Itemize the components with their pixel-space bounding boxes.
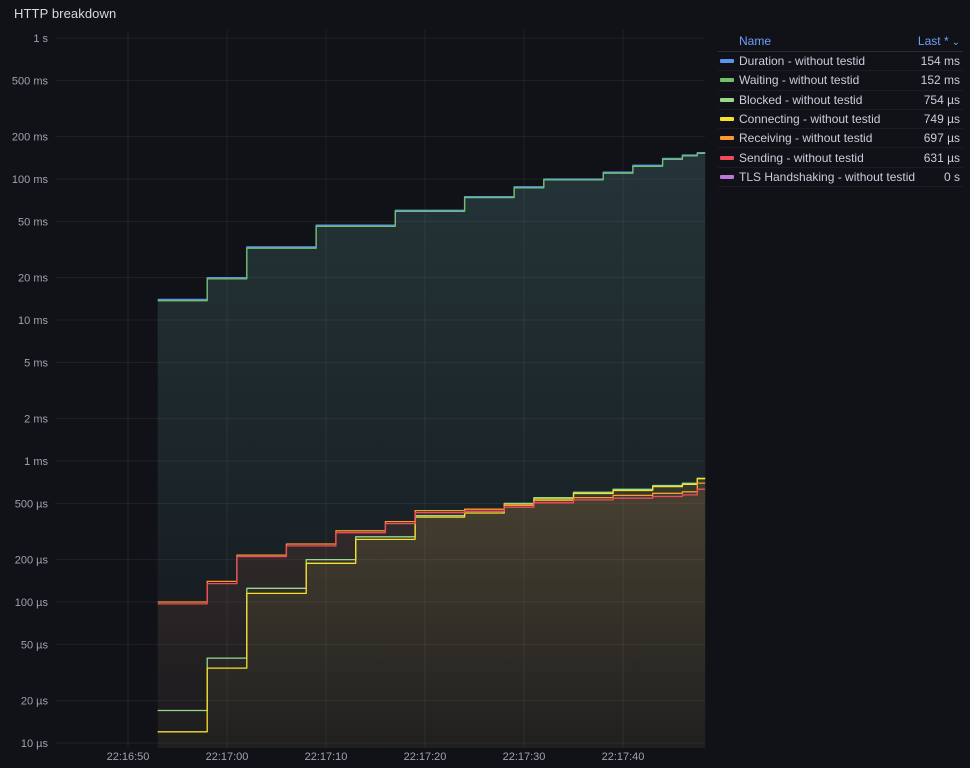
series-color-swatch: [720, 136, 734, 141]
y-tick-label: 100 ms: [12, 174, 49, 186]
series-color-swatch: [720, 59, 734, 64]
y-tick-label: 20 µs: [21, 696, 49, 708]
y-tick-label: 10 ms: [18, 315, 48, 327]
legend-row[interactable]: Blocked - without testid 754 µs: [718, 91, 963, 110]
x-axis-labels: 22:16:50 22:17:00 22:17:10 22:17:20 22:17:30…: [107, 751, 645, 763]
series-label[interactable]: Blocked - without testid: [739, 92, 863, 107]
series-last-value: 0 s: [943, 169, 960, 184]
x-tick-label: 22:17:30: [503, 751, 546, 763]
legend-header-last-label: Last *: [917, 34, 949, 48]
y-tick-label: 5 ms: [24, 357, 48, 369]
y-tick-label: 1 ms: [24, 456, 48, 468]
legend-row[interactable]: Duration - without testid 154 ms: [718, 52, 963, 72]
series-last-value: 749 µs: [923, 112, 960, 127]
x-tick-label: 22:17:20: [404, 751, 447, 763]
series-color-swatch: [720, 174, 734, 179]
x-tick-label: 22:17:10: [305, 751, 348, 763]
series-color-swatch: [720, 155, 734, 160]
y-tick-label: 100 µs: [15, 597, 49, 609]
y-axis-labels: 1 s 500 ms 200 ms 100 ms 50 ms 20 ms 10 ms 5 ms…: [12, 33, 49, 750]
y-tick-label: 500 ms: [12, 75, 49, 87]
y-tick-label: 20 ms: [18, 273, 48, 285]
y-tick-label: 500 µs: [15, 498, 49, 510]
series-line: [157, 482, 706, 603]
series-color-swatch: [720, 97, 734, 102]
series-last-value: 152 ms: [920, 73, 960, 88]
legend-table: Name Last * ⌄ Duration - without testid 15…: [718, 31, 963, 188]
legend-header: Name Last * ⌄: [718, 31, 963, 52]
y-tick-label: 200 ms: [12, 132, 49, 144]
x-tick-label: 22:17:00: [206, 751, 249, 763]
series-fill: [157, 489, 706, 748]
series-label[interactable]: Duration - without testid: [739, 54, 866, 69]
legend-row[interactable]: Receiving - without testid 697 µs: [718, 129, 963, 149]
x-tick-label: 22:17:40: [602, 751, 645, 763]
panel-title[interactable]: HTTP breakdown: [14, 6, 117, 21]
y-tick-label: 1 s: [33, 33, 48, 45]
series-line: [157, 151, 706, 301]
y-tick-label: 50 ms: [18, 216, 48, 228]
y-tick-label: 2 ms: [24, 414, 48, 426]
series-last-value: 754 µs: [923, 92, 960, 107]
series-label[interactable]: Connecting - without testid: [739, 112, 881, 127]
legend-row[interactable]: Waiting - without testid 152 ms: [718, 71, 963, 91]
series-label[interactable]: Receiving - without testid: [739, 131, 873, 146]
series-label[interactable]: TLS Handshaking - without testid: [739, 169, 916, 184]
legend-header-name[interactable]: Name: [739, 34, 772, 48]
legend-row[interactable]: Sending - without testid 631 µs: [718, 148, 963, 168]
series-line: [157, 152, 706, 302]
chevron-down-icon: ⌄: [951, 37, 960, 48]
x-tick-label: 22:16:50: [107, 751, 150, 763]
series-color-swatch: [720, 117, 734, 122]
y-tick-label: 200 µs: [15, 555, 49, 567]
series-color-swatch: [720, 78, 734, 83]
series-last-value: 154 ms: [920, 54, 960, 69]
legend-row[interactable]: Connecting - without testid 749 µs: [718, 110, 963, 130]
series-label[interactable]: Sending - without testid: [739, 150, 864, 165]
series-line: [157, 488, 706, 605]
y-tick-label: 50 µs: [21, 639, 49, 651]
series-last-value: 631 µs: [923, 150, 960, 165]
series-label[interactable]: Waiting - without testid: [739, 73, 860, 88]
legend-row[interactable]: TLS Handshaking - without testid 0 s: [718, 168, 963, 188]
series-last-value: 697 µs: [923, 131, 960, 146]
legend-header-last-sort[interactable]: Last * ⌄: [918, 34, 960, 48]
y-tick-label: 10 µs: [21, 738, 49, 750]
legend-rows: Duration - without testid 154 ms Waiting -…: [718, 52, 963, 188]
